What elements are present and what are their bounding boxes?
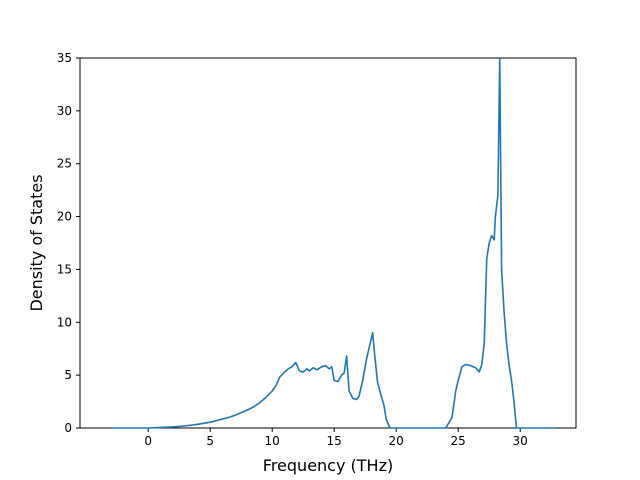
y-tick-label: 0 — [64, 421, 72, 435]
y-tick-label: 20 — [57, 210, 72, 224]
x-tick-label: 15 — [327, 434, 342, 448]
y-tick-label: 15 — [57, 262, 72, 276]
y-tick-label: 25 — [57, 157, 72, 171]
x-tick-label: 25 — [451, 434, 466, 448]
x-tick-label: 5 — [206, 434, 214, 448]
x-axis-title: Frequency (THz) — [263, 456, 393, 475]
y-tick-label: 10 — [57, 315, 72, 329]
x-tick-label: 30 — [513, 434, 528, 448]
y-axis-title: Density of States — [27, 174, 46, 311]
y-tick-label: 35 — [57, 51, 72, 65]
plot-area-frame — [79, 57, 577, 429]
y-axis-ticks: 0 5 10 15 20 25 30 35 — [57, 51, 80, 435]
x-tick-label: 20 — [389, 434, 404, 448]
y-tick-label: 30 — [57, 104, 72, 118]
x-axis-ticks: 0 5 10 15 20 25 30 — [144, 428, 528, 448]
dos-series-line — [111, 57, 555, 429]
x-tick-label: 10 — [265, 434, 280, 448]
y-tick-label: 5 — [64, 368, 72, 382]
x-tick-label: 0 — [144, 434, 152, 448]
